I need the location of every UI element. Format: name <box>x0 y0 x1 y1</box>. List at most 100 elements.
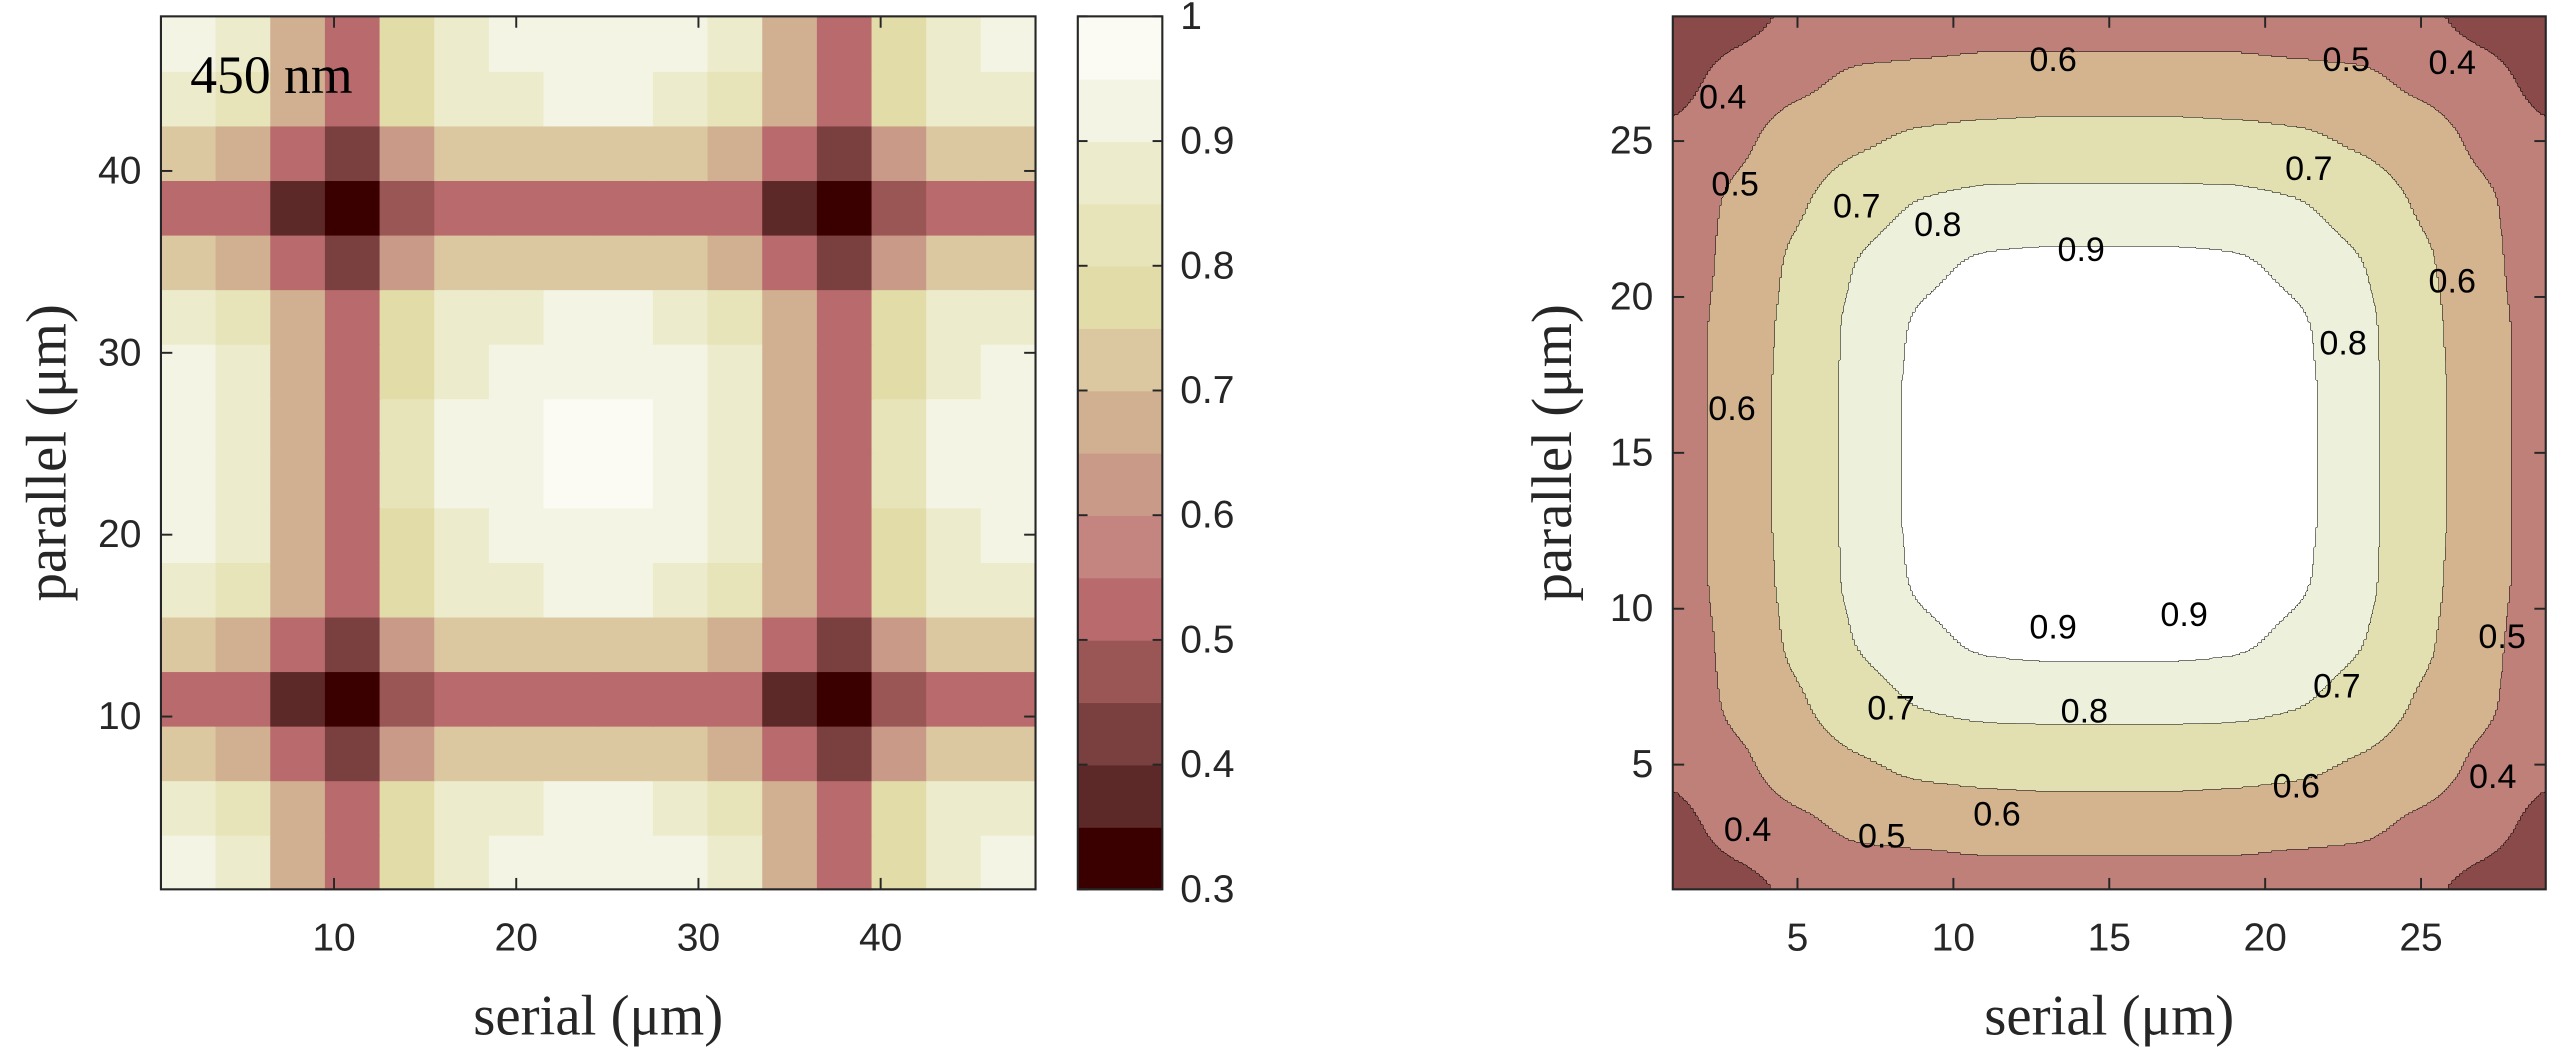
contour-label: 0.9 <box>2029 608 2076 646</box>
contour-cell <box>2140 234 2204 298</box>
x-tick-label: 15 <box>2088 917 2131 960</box>
heatmap-cell <box>324 452 381 509</box>
heatmap-cell <box>816 725 873 782</box>
heatmap-cell <box>488 289 545 345</box>
contour-cell <box>1703 47 1768 111</box>
colorbar-band <box>1077 515 1163 579</box>
colorbar-tick-label: 0.6 <box>1180 494 1234 537</box>
heatmap-cell <box>980 452 1037 509</box>
plot-frame <box>159 15 1037 891</box>
contour-cell <box>1891 234 1955 298</box>
heatmap-cell <box>652 452 709 509</box>
contour-cell <box>1828 47 1892 111</box>
contour-cell <box>1828 172 1892 236</box>
contour-cell <box>2015 359 2080 423</box>
heatmap-cell <box>762 343 818 400</box>
heatmap-cell <box>215 780 272 836</box>
heatmap-cell <box>324 70 381 127</box>
contour-cell <box>2202 546 2267 610</box>
contour-cell <box>1703 858 1768 890</box>
heatmap-cell <box>598 507 654 563</box>
contour-cell <box>1703 795 1768 860</box>
heatmap-cell <box>926 180 982 236</box>
heatmap-cell <box>926 289 982 345</box>
contour-cell <box>2265 172 2329 236</box>
heatmap-cell <box>652 289 709 345</box>
contour-cell <box>2015 484 2080 548</box>
contour-cell <box>2389 109 2454 174</box>
contour-cell <box>1891 733 1955 797</box>
heatmap-cell <box>434 180 490 236</box>
heatmap-cell <box>488 561 545 618</box>
heatmap-cell <box>324 289 381 345</box>
contour-cell <box>2140 671 2204 735</box>
heatmap-cell <box>980 398 1037 454</box>
contour-label: 0.8 <box>1914 206 1961 244</box>
contour-cell <box>1828 733 1892 797</box>
heatmap-cell <box>215 343 272 400</box>
contour-cell <box>2327 296 2391 361</box>
contour-label: 0.4 <box>2469 758 2516 796</box>
heatmap-cell <box>707 671 764 727</box>
heatmap-cell <box>160 289 217 345</box>
colorbar-band <box>1077 577 1163 641</box>
heatmap-cell <box>980 180 1037 236</box>
heatmap-cell <box>270 507 326 563</box>
heatmap-cell <box>215 234 272 291</box>
contour-cell <box>2140 47 2204 111</box>
contour-cell <box>2327 16 2391 49</box>
heatmap-cell <box>215 70 272 127</box>
contour-cell <box>2452 421 2516 485</box>
contour-label: 0.5 <box>2478 618 2525 656</box>
contour-cell <box>2015 16 2080 49</box>
contour-cell <box>1953 795 2017 860</box>
contour-cell <box>2514 172 2546 236</box>
contour-cell <box>2078 234 2142 298</box>
contour-cell <box>1828 421 1892 485</box>
heatmap-cell <box>598 725 654 782</box>
contour-cell <box>1891 172 1955 236</box>
heatmap-cell <box>324 234 381 291</box>
contour-cell <box>1891 858 1955 890</box>
heatmap-cell <box>160 180 217 236</box>
heatmap-cell <box>434 70 490 127</box>
contour-cell <box>2015 172 2080 236</box>
contour-cell <box>2015 421 2080 485</box>
x-tick-label: 30 <box>677 917 720 960</box>
heatmap-cell <box>488 780 545 836</box>
contour-cell <box>1703 16 1768 49</box>
heatmap-cell <box>926 507 982 563</box>
heatmap-cell <box>598 16 654 72</box>
heatmap-cell <box>488 180 545 236</box>
contour-cell <box>2327 359 2391 423</box>
y-tick-label: 10 <box>98 695 141 738</box>
heatmap-cell <box>160 125 217 182</box>
heatmap-cell <box>270 125 326 182</box>
contour-cell <box>2389 733 2454 797</box>
contour-label: 0.4 <box>1724 811 1771 849</box>
heatmap-cell <box>488 452 545 509</box>
heatmap-cell <box>324 780 381 836</box>
heatmap-cell <box>926 671 982 727</box>
heatmap-cell <box>379 671 436 727</box>
heatmap-cell <box>434 398 490 454</box>
contour-cell <box>2452 858 2516 890</box>
heatmap-cell <box>270 70 326 127</box>
contour-cell <box>2265 47 2329 111</box>
heatmap-cell <box>434 16 490 72</box>
heatmap-cell <box>707 780 764 836</box>
heatmap-cell <box>543 343 600 400</box>
contour-cell <box>2140 733 2204 797</box>
contour-cell <box>2078 733 2142 797</box>
heatmap-cell <box>160 616 217 673</box>
heatmap-cell <box>926 780 982 836</box>
heatmap-cell <box>488 125 545 182</box>
heatmap-cell <box>488 398 545 454</box>
heatmap-cell <box>379 780 436 836</box>
contour-cell <box>1703 359 1768 423</box>
heatmap-cell <box>926 616 982 673</box>
heatmap-cell <box>652 180 709 236</box>
contour-cell <box>2389 234 2454 298</box>
contour-cell <box>2140 16 2204 49</box>
heatmap-cell <box>762 180 818 236</box>
